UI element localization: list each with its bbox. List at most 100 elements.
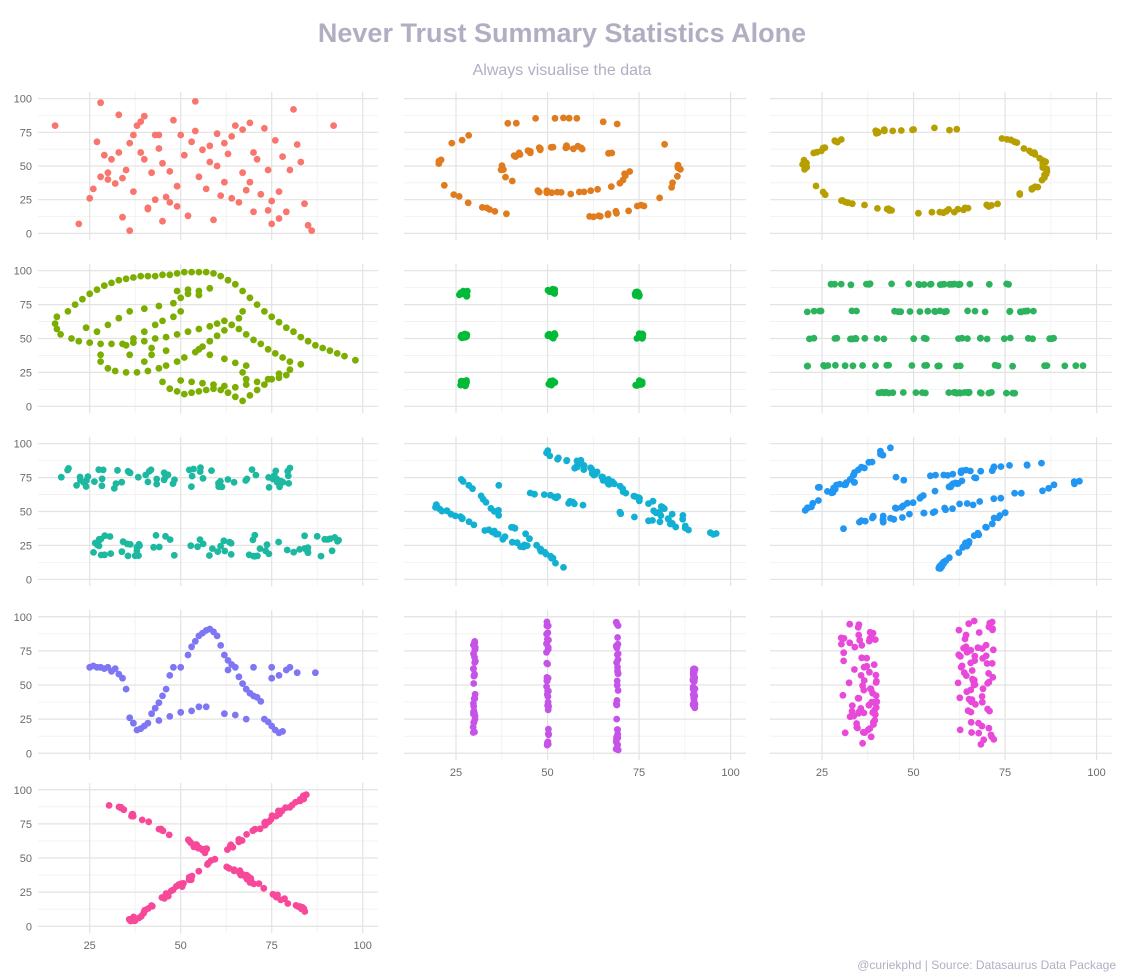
data-point — [170, 663, 177, 671]
data-point — [981, 308, 989, 316]
data-point — [290, 106, 297, 113]
data-point — [508, 177, 516, 185]
data-point — [108, 279, 115, 287]
data-point — [554, 455, 561, 463]
data-point — [195, 291, 203, 299]
data-point — [1016, 308, 1024, 316]
data-point — [872, 362, 879, 369]
data-point — [71, 301, 79, 308]
data-point — [871, 706, 878, 714]
data-point — [982, 652, 990, 660]
data-point — [98, 482, 106, 490]
data-point — [159, 271, 166, 279]
data-point — [459, 478, 467, 485]
data-point — [230, 478, 238, 486]
data-point — [565, 114, 573, 122]
data-point — [625, 207, 632, 215]
data-point — [850, 479, 858, 486]
data-point — [936, 281, 944, 288]
data-point — [104, 364, 112, 372]
data-point — [304, 548, 311, 555]
data-point — [614, 670, 622, 678]
data-point — [224, 150, 232, 158]
data-point — [263, 541, 271, 549]
data-point — [975, 719, 982, 727]
data-point — [512, 119, 520, 127]
data-point — [965, 620, 973, 628]
data-point — [910, 335, 918, 343]
data-point — [816, 307, 823, 315]
data-point — [239, 369, 247, 376]
data-point — [312, 669, 319, 677]
data-point — [138, 816, 146, 824]
data-point — [955, 335, 962, 342]
data-point — [191, 127, 199, 135]
data-point — [97, 351, 104, 359]
data-point — [158, 826, 166, 834]
y-tick-label: 50 — [20, 161, 32, 173]
data-point — [279, 354, 286, 361]
data-point — [605, 149, 612, 157]
data-point — [690, 669, 698, 677]
facet-panel-8 — [404, 437, 746, 586]
data-point — [866, 280, 874, 288]
data-point — [967, 659, 975, 667]
data-point — [847, 281, 855, 289]
data-point — [217, 642, 225, 649]
data-point — [661, 140, 668, 148]
data-point — [470, 650, 477, 658]
data-point — [840, 649, 848, 657]
data-point — [806, 335, 813, 343]
data-point — [275, 215, 283, 222]
data-point — [231, 122, 239, 129]
data-point — [217, 477, 224, 485]
data-point — [965, 695, 973, 703]
data-point — [126, 227, 134, 235]
data-point — [989, 626, 996, 634]
data-point — [664, 515, 672, 523]
data-point — [689, 691, 697, 698]
y-tick-label: 50 — [20, 507, 32, 519]
data-point — [447, 510, 455, 518]
data-point — [883, 361, 891, 369]
data-point — [253, 378, 261, 386]
data-point — [206, 552, 213, 559]
data-point — [968, 729, 975, 736]
data-point — [545, 702, 552, 710]
data-point — [254, 552, 261, 560]
data-point — [960, 389, 968, 396]
data-point — [547, 333, 555, 340]
y-tick-label: 100 — [14, 785, 32, 797]
data-point — [171, 476, 178, 484]
data-point — [669, 179, 676, 187]
y-tick-label: 25 — [20, 887, 32, 899]
data-point — [970, 532, 978, 539]
data-point — [100, 282, 108, 289]
data-point — [304, 337, 312, 345]
data-point — [107, 550, 115, 557]
y-tick-label: 100 — [14, 94, 32, 106]
data-point — [213, 632, 221, 640]
data-point — [108, 155, 115, 163]
data-point — [162, 193, 170, 201]
data-point — [971, 307, 979, 315]
data-point — [1030, 307, 1037, 315]
data-point — [271, 137, 279, 144]
data-point — [177, 308, 185, 315]
data-point — [848, 200, 856, 208]
data-point — [122, 275, 130, 283]
data-point — [253, 301, 261, 308]
data-point — [976, 335, 984, 342]
data-point — [522, 530, 529, 538]
data-point — [177, 294, 185, 302]
data-point — [551, 289, 558, 296]
data-point — [858, 654, 866, 662]
data-point — [945, 389, 953, 396]
data-point — [206, 142, 214, 150]
data-point — [286, 663, 294, 671]
data-point — [855, 631, 863, 639]
data-point — [126, 351, 134, 359]
facet-panel-9 — [770, 437, 1112, 586]
data-point — [301, 532, 308, 540]
data-point — [151, 335, 159, 342]
